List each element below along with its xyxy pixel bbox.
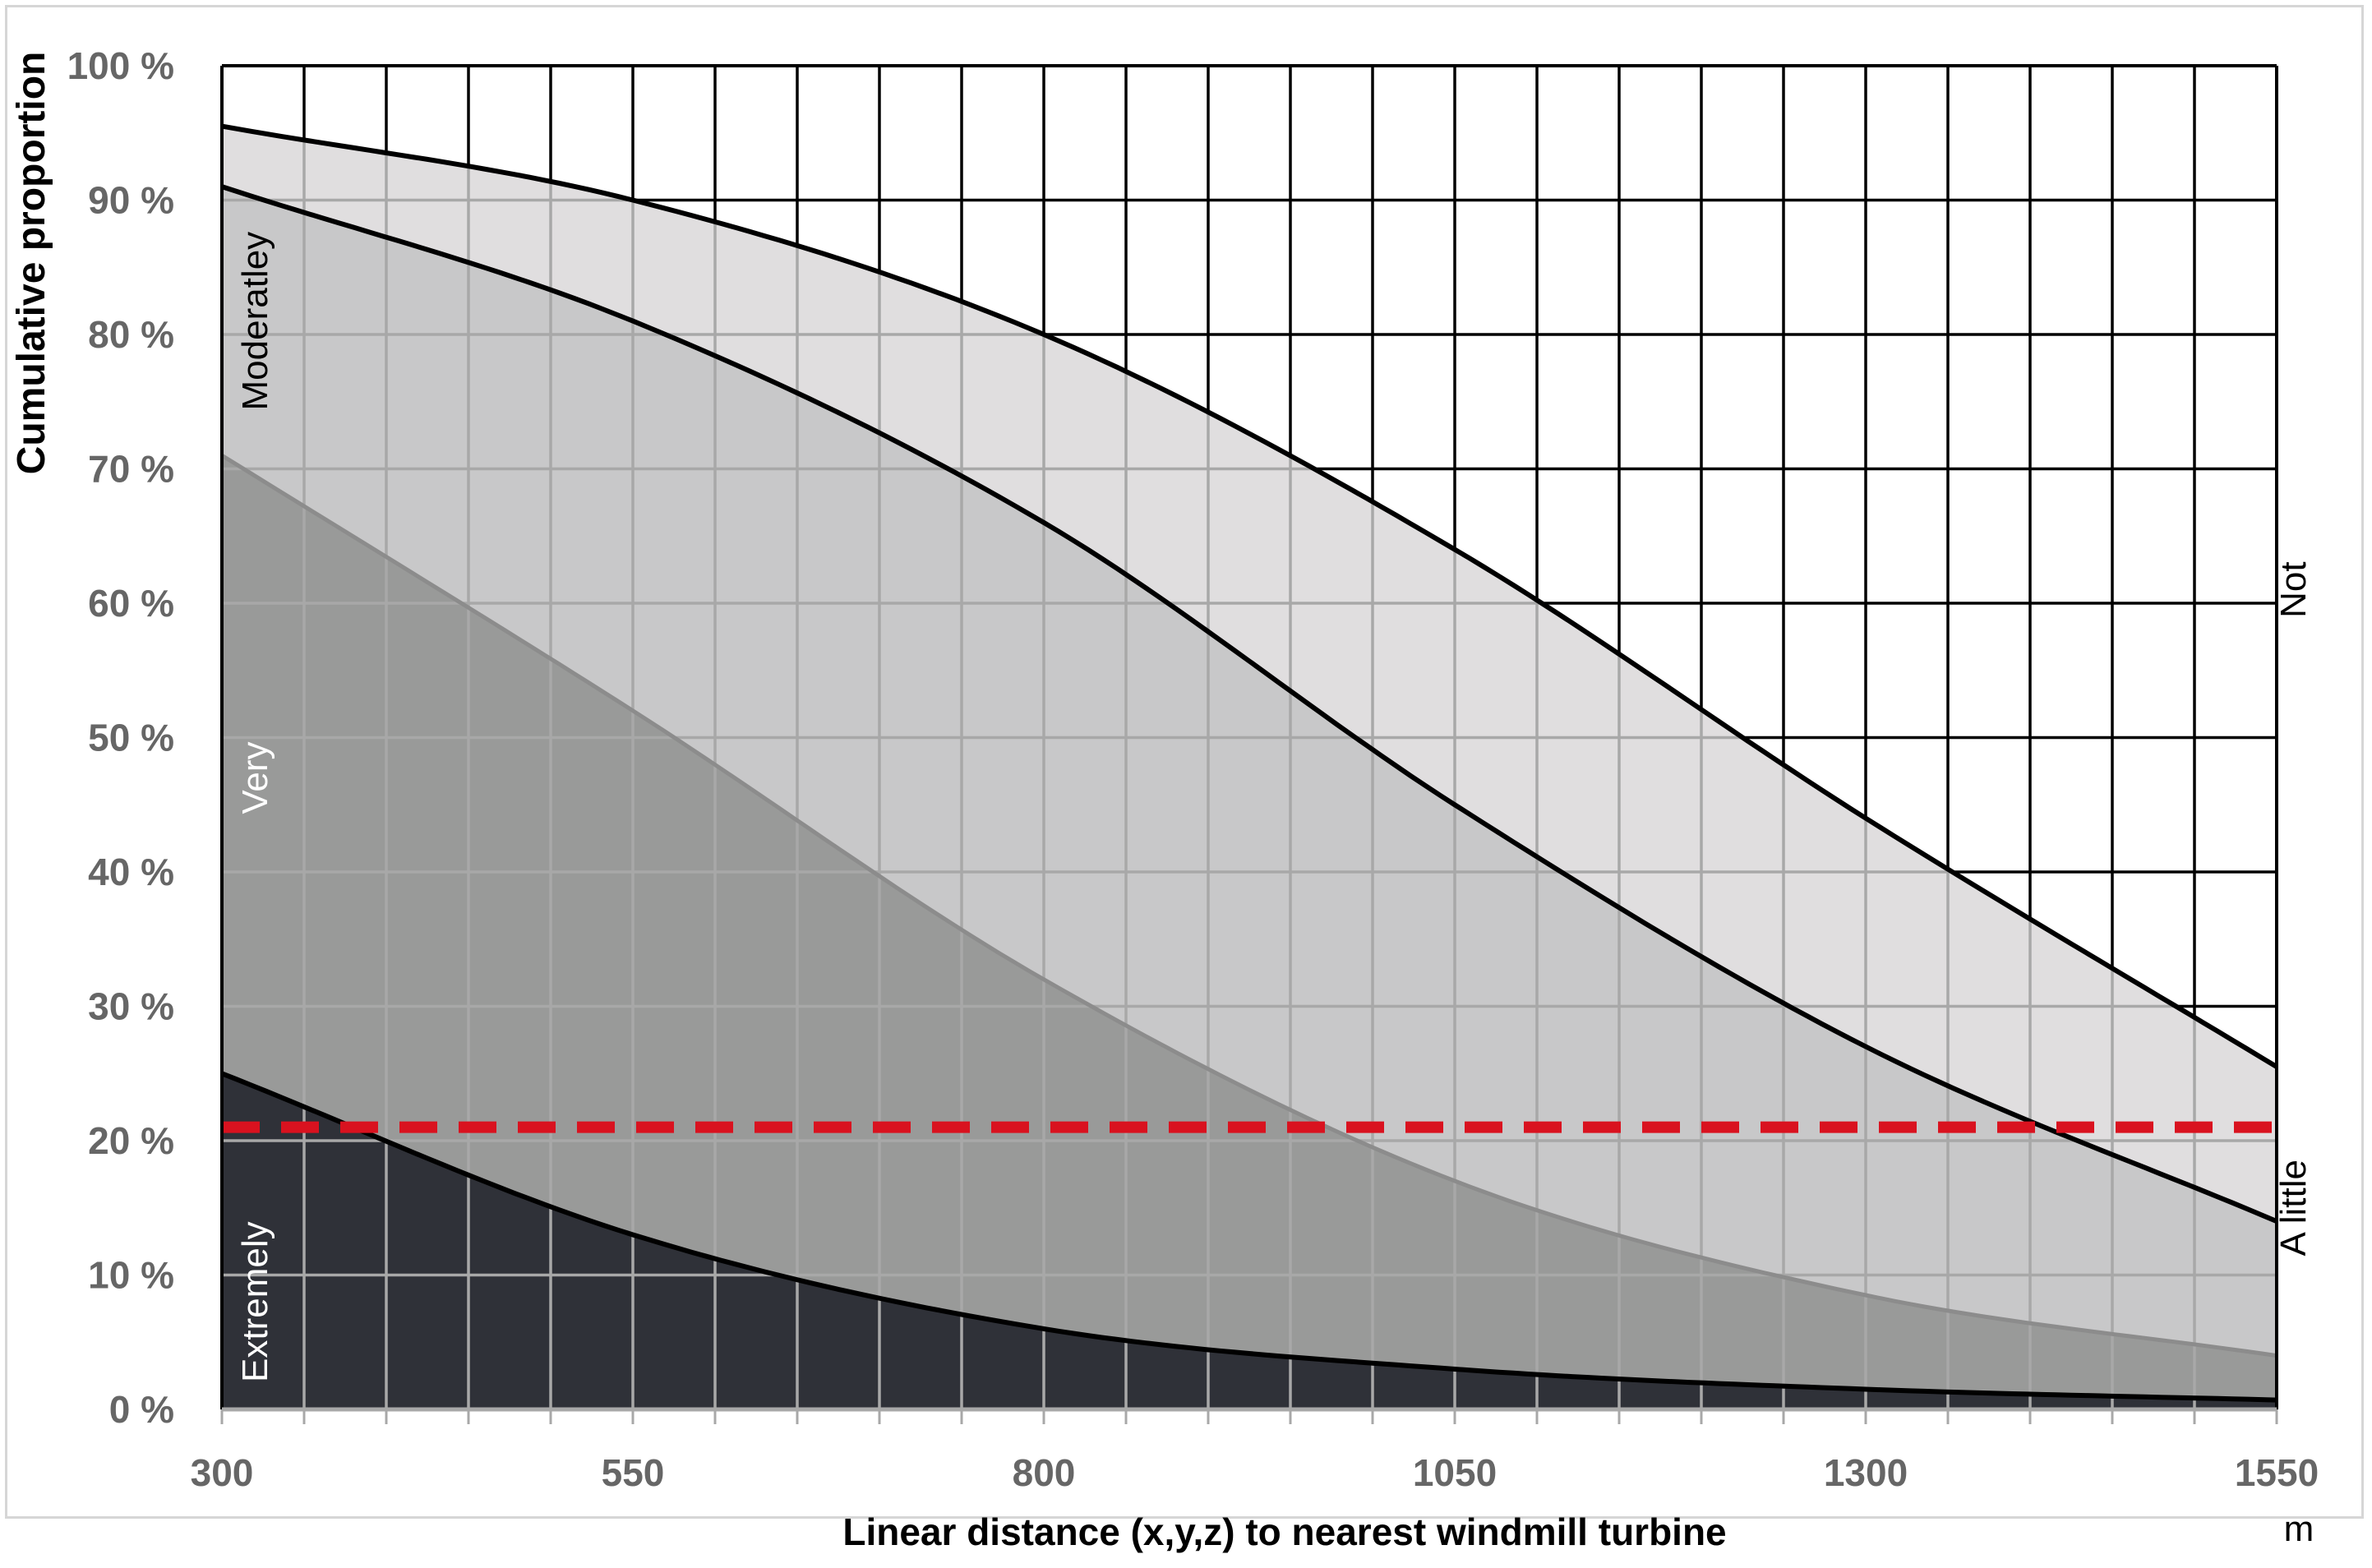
stacked-bands bbox=[222, 66, 2277, 1410]
y-tick-label: 100 % bbox=[67, 44, 174, 87]
x-tick-label: 1300 bbox=[1824, 1451, 1908, 1494]
labels: 0 % 10 % 20 % 30 % 40 % 50 % 60 % 70 % 80 % 90 % 1… bbox=[67, 44, 2319, 1494]
curve-extremely bbox=[220, 1071, 2277, 1403]
curve-moderatley bbox=[221, 184, 2278, 1224]
axes bbox=[220, 64, 2278, 1424]
y-tick-label: 0 % bbox=[109, 1388, 174, 1431]
band-label-not: Not bbox=[2273, 561, 2314, 617]
y-tick-label: 80 % bbox=[88, 313, 174, 356]
y-tick-label: 30 % bbox=[88, 985, 174, 1028]
curve-very bbox=[220, 454, 2277, 1358]
x-tick-label: 300 bbox=[191, 1451, 254, 1494]
y-tick-label: 60 % bbox=[88, 582, 174, 625]
band-label-a-little: A little bbox=[2273, 1160, 2314, 1256]
band-label-moderatley: Moderatley bbox=[235, 232, 275, 411]
x-axis-label: Linear distance (x,y,z) to nearest windm… bbox=[842, 1510, 1726, 1553]
x-tick-label: 1550 bbox=[2235, 1451, 2319, 1494]
x-axis-unit: m bbox=[2284, 1509, 2314, 1549]
y-tick-label: 70 % bbox=[88, 448, 174, 491]
band-label-extremely: Extremely bbox=[235, 1221, 275, 1382]
curves bbox=[220, 123, 2278, 1403]
x-tick-label: 800 bbox=[1013, 1451, 1076, 1494]
y-axis-label: Cumulative proportion bbox=[10, 52, 53, 475]
y-tick-label: 40 % bbox=[88, 851, 174, 893]
y-tick-label: 90 % bbox=[88, 179, 174, 222]
y-tick-label: 10 % bbox=[88, 1254, 174, 1297]
y-tick-label: 50 % bbox=[88, 717, 174, 759]
band-extremely bbox=[222, 1073, 2277, 1409]
x-tick-label: 550 bbox=[602, 1451, 665, 1494]
curve-a-little bbox=[221, 123, 2278, 1069]
y-tick-label: 20 % bbox=[88, 1119, 174, 1162]
band-very bbox=[222, 455, 2277, 1410]
x-tick-label: 1050 bbox=[1413, 1451, 1497, 1494]
band-label-very: Very bbox=[235, 742, 275, 814]
